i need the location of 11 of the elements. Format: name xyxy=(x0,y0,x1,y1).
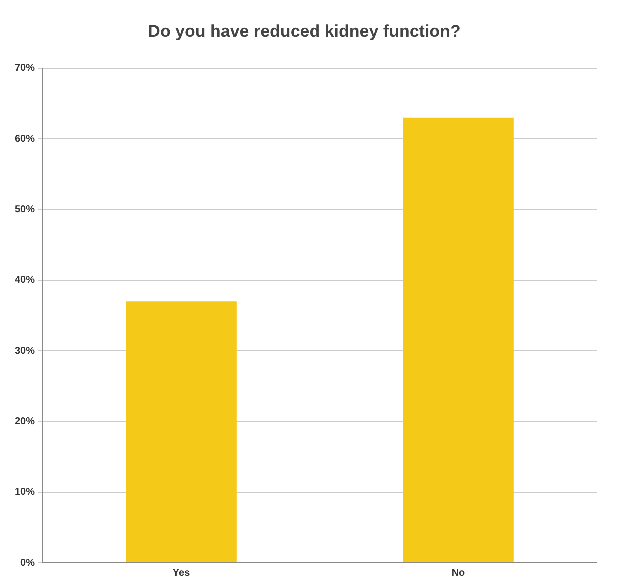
chart-title: Do you have reduced kidney function? xyxy=(148,22,461,41)
y-tick-label: 60% xyxy=(15,134,36,145)
y-tick-label: 30% xyxy=(15,346,36,357)
y-tick-label: 10% xyxy=(15,487,36,498)
y-tick-label: 50% xyxy=(15,204,36,216)
y-tick-label: 40% xyxy=(15,275,36,286)
y-tick-label: 0% xyxy=(20,558,36,569)
y-tick-label: 70% xyxy=(15,63,36,74)
y-tick-label: 20% xyxy=(15,416,36,428)
x-tick-label: Yes xyxy=(172,568,191,579)
x-tick-label: No xyxy=(452,568,466,579)
